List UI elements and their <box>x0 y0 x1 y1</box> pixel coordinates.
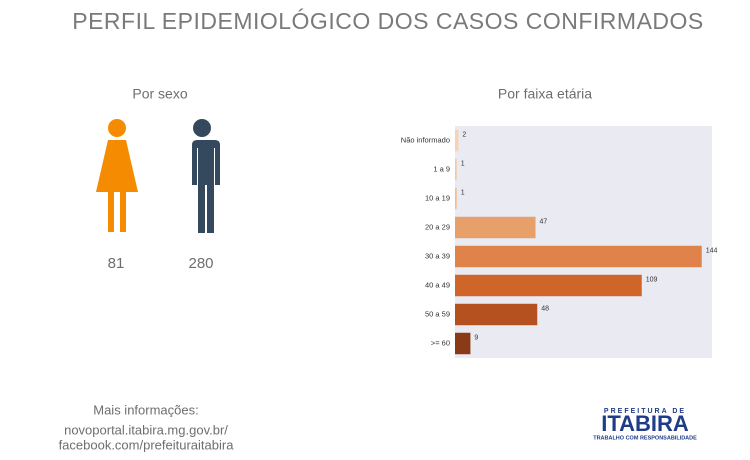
female-count: 81 <box>108 255 125 272</box>
bar <box>455 303 538 326</box>
sex-title: Por sexo <box>132 86 187 102</box>
value-label: 2 <box>462 131 466 138</box>
logo-tagline: TRABALHO COM RESPONSABILIDADE <box>593 435 697 441</box>
value-label: 48 <box>541 305 549 312</box>
value-label: 1 <box>461 189 465 196</box>
value-label: 9 <box>474 334 478 341</box>
bar <box>455 158 457 181</box>
value-label: 1 <box>461 160 465 167</box>
y-tick-label: 50 a 59 <box>425 309 450 318</box>
value-label: 109 <box>646 276 658 283</box>
y-tick-label: 40 a 49 <box>425 280 450 289</box>
y-tick-label: Não informado <box>401 135 450 144</box>
bar <box>455 274 642 297</box>
bar <box>455 245 702 268</box>
male-count: 280 <box>188 255 213 272</box>
male-icon <box>189 119 220 233</box>
y-tick-label: 20 a 29 <box>425 222 450 231</box>
chart-title: Por faixa etária <box>498 86 592 102</box>
y-tick-label: >= 60 <box>431 338 450 347</box>
y-tick-label: 30 a 39 <box>425 251 450 260</box>
y-tick-label: 10 a 19 <box>425 193 450 202</box>
bar <box>455 216 536 239</box>
footer-line: facebook.com/prefeituraitabira <box>59 437 235 452</box>
logo-top: PREFEITURA DE <box>604 408 686 415</box>
y-tick-label: 1 a 9 <box>433 164 450 173</box>
value-label: 47 <box>540 218 548 225</box>
logo-name: ITABIRA <box>601 411 689 436</box>
bar <box>455 332 471 355</box>
bar <box>455 187 457 210</box>
page-title: PERFIL EPIDEMIOLÓGICO DOS CASOS CONFIRMA… <box>72 8 704 34</box>
female-icon <box>96 119 138 232</box>
footer-line: Mais informações: <box>93 402 198 417</box>
footer-line: novoportal.itabira.mg.gov.br/ <box>64 422 228 437</box>
bar <box>455 129 459 152</box>
value-label: 144 <box>706 247 718 254</box>
